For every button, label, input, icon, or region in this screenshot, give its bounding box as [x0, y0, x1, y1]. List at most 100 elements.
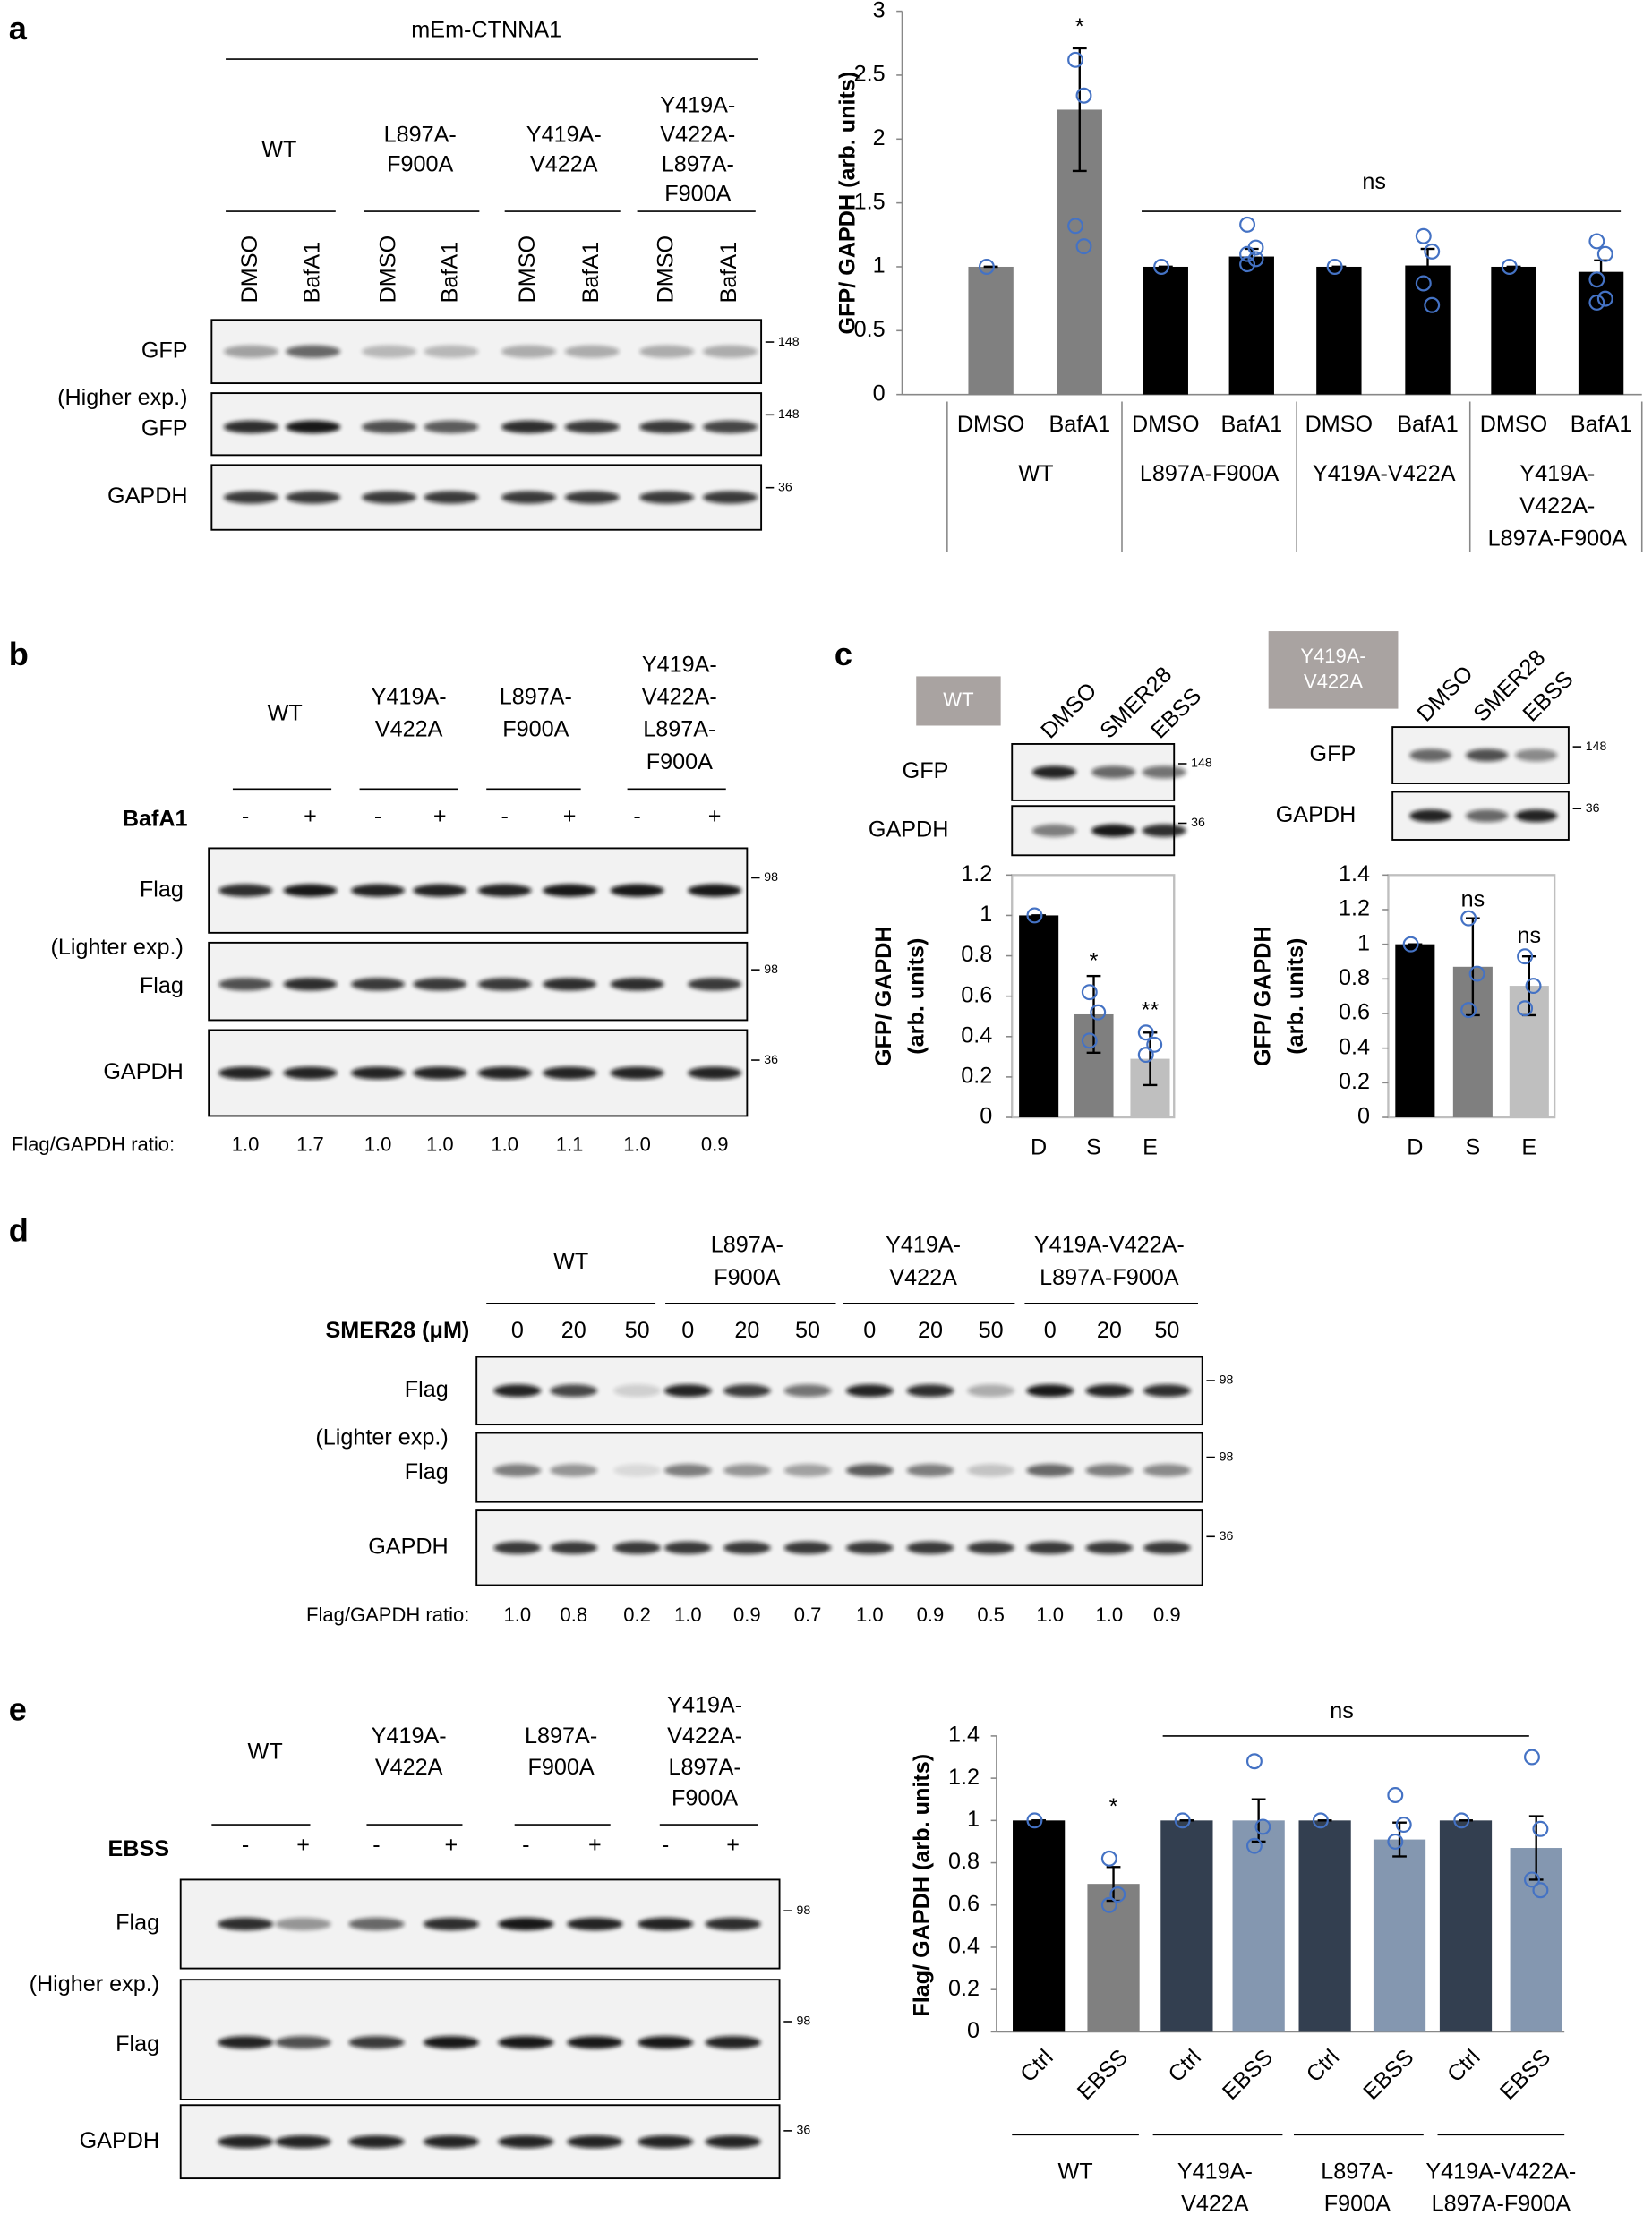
- data-point: [1588, 294, 1605, 311]
- y-tick-label: 1: [980, 902, 992, 927]
- ratio-value: 1.0: [856, 1604, 884, 1626]
- lane-label: DMSO: [515, 235, 540, 304]
- x-tick-label: BafA1: [1397, 412, 1459, 437]
- x-tick-label: Ctrl: [1442, 2045, 1485, 2087]
- lane-label: -: [374, 803, 381, 828]
- band: [218, 978, 273, 991]
- row-label: (Lighter exp.): [51, 935, 184, 960]
- y-axis-label: Flag/ GAPDH (arb. units): [910, 1754, 935, 2017]
- mw-label: 98: [1220, 1373, 1234, 1388]
- ratio-value: 0.9: [701, 1133, 729, 1155]
- band: [477, 978, 532, 991]
- band: [783, 1464, 832, 1477]
- blot-strip: [475, 1509, 1203, 1586]
- group-label: Y419A-: [667, 1693, 742, 1718]
- data-point: [1415, 275, 1432, 292]
- ratio-value: 1.0: [1096, 1604, 1124, 1626]
- band: [498, 2135, 554, 2149]
- band: [637, 2135, 694, 2149]
- data-point: [1137, 1047, 1154, 1064]
- band: [1466, 809, 1509, 823]
- lane-label: +: [445, 1832, 458, 1857]
- group-label: V422A-: [1519, 493, 1595, 518]
- data-point: [1109, 1886, 1126, 1903]
- lane-label: 20: [734, 1318, 759, 1343]
- band: [1026, 1384, 1074, 1398]
- group-label: L897A-: [643, 717, 715, 742]
- annotation: ns: [1461, 886, 1485, 911]
- band: [845, 1541, 894, 1554]
- group-label: L897A-F900A: [1432, 2192, 1571, 2215]
- row-label: (Higher exp.): [57, 385, 188, 410]
- band: [413, 978, 467, 991]
- lane-label: 50: [1154, 1318, 1179, 1343]
- y-tick-label: 0.6: [948, 1891, 980, 1916]
- band: [493, 1464, 542, 1477]
- group-label: L897A-: [662, 152, 734, 177]
- y-tick-label: 0.8: [1339, 965, 1370, 990]
- group-label: L897A-: [669, 1755, 741, 1780]
- data-point: [1523, 1749, 1540, 1766]
- y-tick-label: 0.2: [1339, 1069, 1370, 1094]
- band: [351, 884, 405, 897]
- band: [705, 2135, 761, 2149]
- annotation: **: [1142, 998, 1160, 1023]
- mw-label: 98: [1220, 1450, 1234, 1464]
- treatment-label: BafA1: [123, 807, 188, 832]
- row-label: Flag: [116, 1911, 159, 1936]
- data-point: [1245, 1753, 1263, 1770]
- blot-strip: [475, 1356, 1203, 1426]
- data-point: [1588, 233, 1605, 250]
- bar: [1405, 265, 1451, 395]
- lane-label: -: [372, 1832, 380, 1857]
- panel-label: c: [835, 636, 852, 672]
- data-point: [1254, 1818, 1271, 1835]
- lane-label: DMSO: [237, 235, 262, 304]
- row-label: Flag: [405, 1459, 449, 1484]
- data-point: [1146, 1036, 1163, 1053]
- y-tick-label: 0.4: [1339, 1034, 1370, 1059]
- y-tick-label: 1: [967, 1807, 980, 1832]
- band: [663, 1541, 712, 1554]
- lane-label: -: [662, 1832, 669, 1857]
- mw-label: 36: [1586, 801, 1600, 816]
- row-label: (Lighter exp.): [315, 1424, 448, 1450]
- data-point: [1402, 936, 1419, 953]
- band: [275, 2036, 331, 2049]
- bar: [1160, 1820, 1213, 2032]
- data-point: [1415, 227, 1432, 244]
- band: [783, 1541, 832, 1554]
- lane-label: 50: [795, 1318, 820, 1343]
- group-label: L897A-: [525, 1723, 597, 1749]
- band: [351, 1066, 405, 1080]
- y-tick-label: 0.2: [961, 1064, 992, 1089]
- mw-label: 36: [1220, 1529, 1234, 1544]
- data-point: [1067, 218, 1084, 235]
- lane-label: 50: [625, 1318, 650, 1343]
- band: [1085, 1541, 1134, 1554]
- group-label: V422A-: [667, 1723, 742, 1749]
- group-label: WT: [1018, 461, 1053, 486]
- band: [1091, 824, 1136, 837]
- x-tick-label: E: [1521, 1134, 1536, 1159]
- row-label: GAPDH: [368, 1534, 449, 1559]
- group-label: L897A-F900A: [1488, 526, 1628, 551]
- data-point: [1517, 948, 1534, 965]
- group-label: WT: [1057, 2159, 1092, 2184]
- group-label: WT: [248, 1739, 283, 1764]
- group-label: L897A-: [500, 684, 572, 709]
- band: [218, 1066, 273, 1080]
- bar: [1298, 1820, 1351, 2032]
- mw-label: 98: [764, 962, 778, 977]
- group-label: F900A: [502, 717, 569, 742]
- x-tick-label: BafA1: [1049, 412, 1110, 437]
- mw-label: 36: [778, 480, 792, 494]
- band: [564, 420, 620, 433]
- group-label: Y419A-: [526, 123, 602, 148]
- y-axis-label: GFP/ GAPDH: [871, 926, 896, 1066]
- ratio-value: 0.9: [733, 1604, 761, 1626]
- bar: [1316, 266, 1362, 395]
- mw-label: 98: [764, 870, 778, 885]
- lane-label: BafA1: [438, 242, 463, 304]
